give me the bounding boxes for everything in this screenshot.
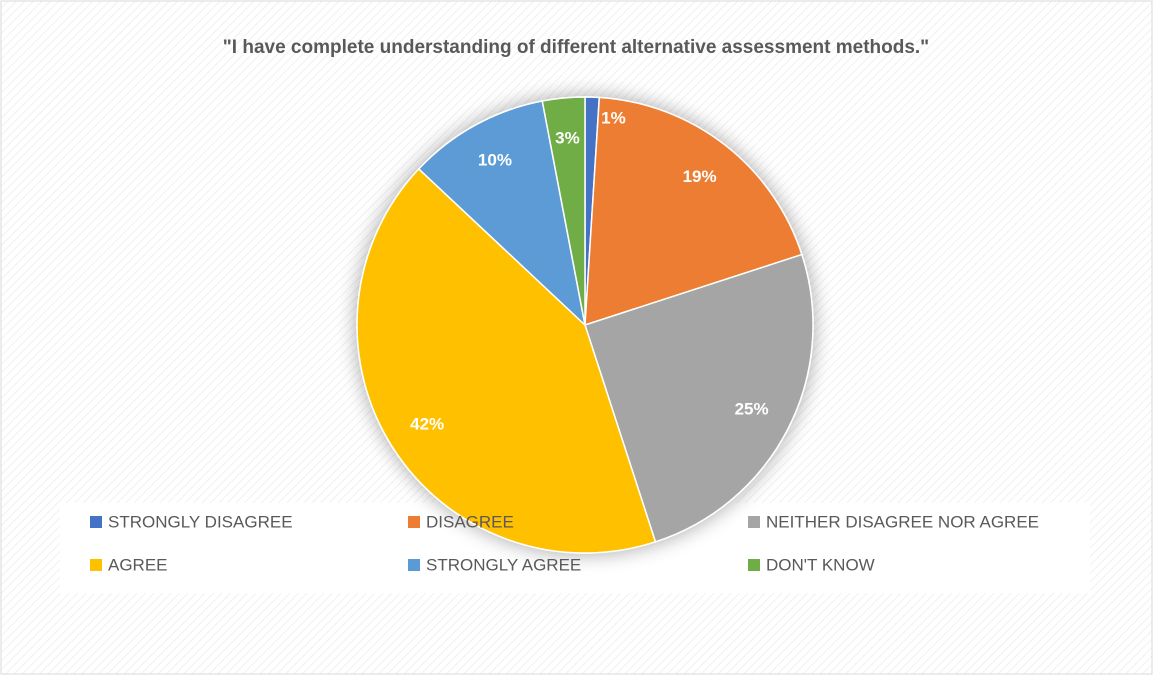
data-label: 3% — [555, 128, 580, 147]
pie-slice — [356, 167, 657, 554]
legend-swatch — [748, 559, 760, 571]
legend-swatch — [90, 559, 102, 571]
data-label: 19% — [683, 167, 717, 186]
chart-title: "I have complete understanding of differ… — [223, 37, 929, 58]
legend-label: NEITHER DISAGREE NOR AGREE — [766, 512, 1039, 531]
legend-swatch — [748, 516, 760, 528]
data-label: 42% — [410, 415, 444, 434]
pie-slice — [584, 96, 803, 327]
pie-slice — [584, 253, 814, 543]
legend-label: DON'T KNOW — [766, 555, 875, 574]
legend-swatch — [408, 516, 420, 528]
data-label: 10% — [478, 151, 512, 170]
legend-label: STRONGLY AGREE — [426, 555, 581, 574]
legend-swatch — [408, 559, 420, 571]
data-label: 25% — [735, 399, 769, 418]
legend-label: STRONGLY DISAGREE — [108, 512, 293, 531]
legend-swatch — [90, 516, 102, 528]
data-label: 1% — [601, 109, 626, 128]
pie-slice — [417, 100, 587, 328]
legend-label: AGREE — [108, 555, 168, 574]
legend-label: DISAGREE — [426, 512, 514, 531]
pie — [356, 96, 814, 554]
pie-slice — [541, 96, 586, 326]
